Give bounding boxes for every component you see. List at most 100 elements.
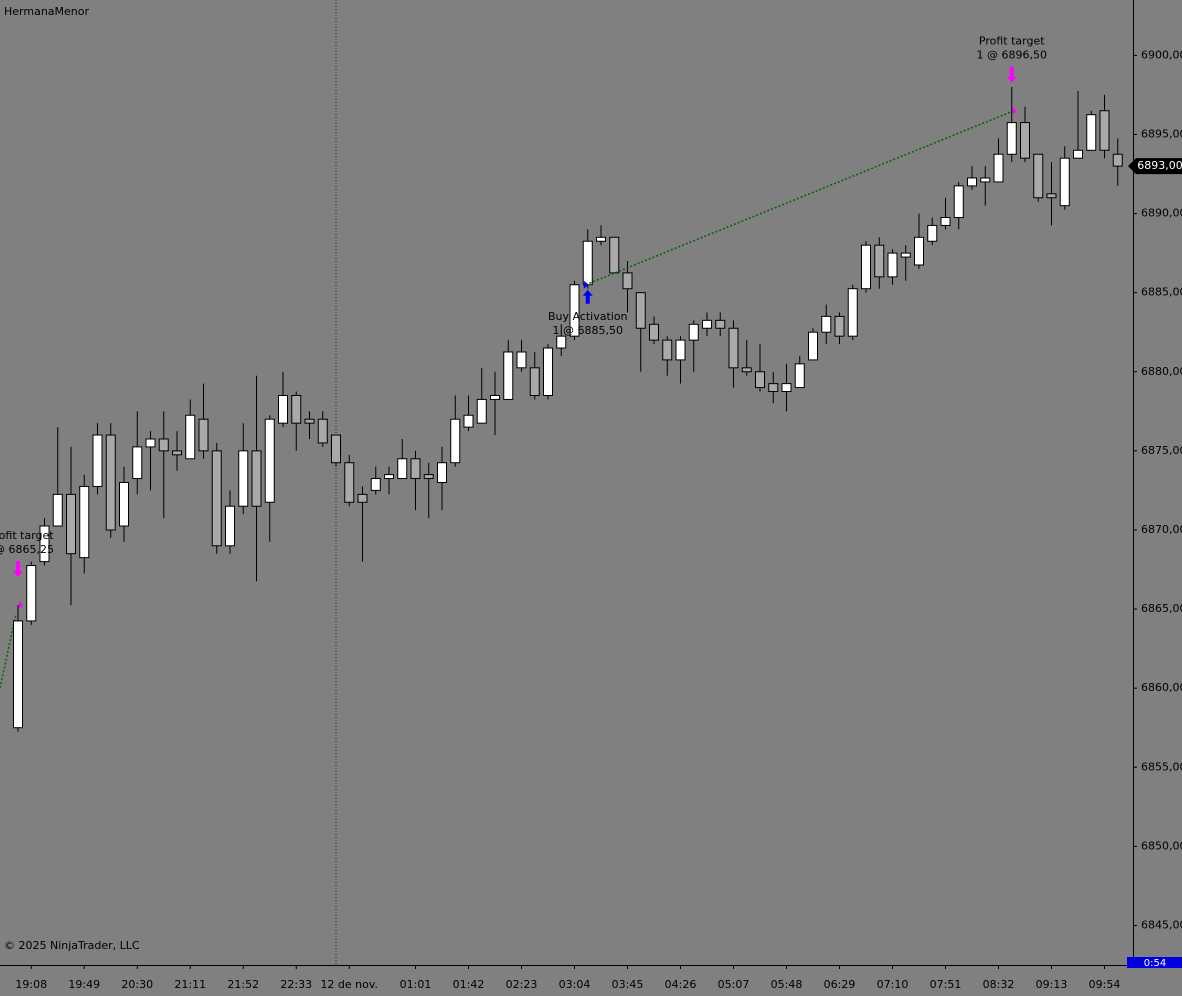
candle-body — [582, 240, 593, 286]
candle-body — [967, 177, 977, 187]
candle-body — [861, 244, 871, 290]
x-tick-label: 07:10 — [877, 978, 909, 991]
candle-body — [26, 565, 37, 622]
x-tick-label: 03:04 — [559, 978, 591, 991]
x-tick-label: 20:30 — [121, 978, 153, 991]
y-tick-label: 6855,00 — [1141, 760, 1182, 773]
candle-body — [317, 418, 328, 444]
candle-body — [980, 177, 991, 183]
execution-detail: 1 @ 6896,50 — [977, 49, 1047, 62]
candle-body — [543, 347, 553, 396]
candle-body — [278, 394, 288, 424]
x-tick-label: 06:29 — [824, 978, 856, 991]
candle-body — [225, 505, 235, 547]
candle-body — [370, 478, 381, 491]
candle-body — [304, 418, 315, 424]
candle-body — [900, 252, 911, 258]
candle-body — [79, 485, 90, 559]
x-tick-label: 05:48 — [771, 978, 803, 991]
candle-body — [132, 446, 143, 480]
candle-body — [1086, 114, 1097, 151]
candle-body — [1073, 149, 1083, 159]
execution-marker — [1012, 106, 1017, 115]
candle-body — [450, 418, 461, 464]
candle-body — [847, 288, 858, 337]
candle-body — [423, 474, 434, 480]
execution-marker — [19, 601, 23, 610]
x-tick-label: 19:08 — [15, 978, 47, 991]
candle-body — [1046, 193, 1057, 199]
x-tick-label: 21:52 — [227, 978, 259, 991]
x-tick-label: 22:33 — [280, 978, 312, 991]
trade-line-partial — [0, 613, 17, 689]
x-tick-label: 01:01 — [400, 978, 432, 991]
copyright: © 2025 NinjaTrader, LLC — [4, 939, 140, 952]
x-tick-label: 09:54 — [1089, 978, 1121, 991]
execution-detail: 1 @ 6885,50 — [553, 324, 623, 337]
candle-body — [728, 327, 739, 369]
x-tick-label: 09:13 — [1036, 978, 1068, 991]
last-price-label: 6893,00 — [1137, 159, 1182, 172]
candle-body — [688, 323, 699, 341]
timer-text: 0:54 — [1144, 958, 1166, 969]
candle-body — [437, 462, 447, 483]
candle-body — [1033, 153, 1044, 199]
y-tick-label: 6890,00 — [1141, 207, 1182, 220]
candle-body — [344, 462, 355, 503]
sell-arrow — [1006, 66, 1017, 83]
candle-body — [596, 236, 606, 242]
execution-detail: @ 6865,25 — [0, 543, 54, 556]
buy-arrow — [582, 289, 593, 304]
candle-body — [503, 351, 514, 400]
candle-body — [1020, 122, 1030, 159]
candle-body — [821, 315, 832, 333]
y-tick-label: 6875,00 — [1141, 444, 1182, 457]
execution-label: Buy Activation — [548, 310, 628, 323]
candle-body — [834, 315, 845, 337]
candle-body — [105, 434, 116, 531]
candle-body — [291, 394, 302, 424]
timer-tag: 0:54 — [1127, 957, 1182, 969]
candle-body — [556, 335, 567, 349]
candle-body — [1099, 110, 1110, 151]
candle-body — [410, 458, 421, 480]
x-tick-label: 08:32 — [983, 978, 1015, 991]
timer-box — [1127, 957, 1182, 968]
candle-body — [768, 383, 779, 393]
candle-body — [741, 367, 752, 373]
x-tick-label: 04:26 — [665, 978, 697, 991]
y-tick-label: 6860,00 — [1141, 681, 1182, 694]
candle-body — [476, 398, 487, 424]
candle-body — [662, 339, 673, 361]
x-tick-label: 02:23 — [506, 978, 538, 991]
execution-marker — [583, 280, 589, 289]
candle-body — [331, 434, 341, 464]
candle-body — [13, 620, 23, 729]
candle-body — [119, 482, 129, 527]
execution-label: Profit target — [979, 35, 1045, 48]
candle-body — [529, 367, 540, 396]
candle-body — [145, 438, 156, 448]
candle-body — [715, 319, 726, 329]
candle-body — [702, 319, 712, 329]
last-price-tag — [1128, 158, 1182, 175]
candle-body — [874, 244, 885, 278]
candle-body — [172, 450, 182, 456]
execution-label: rofit target — [0, 529, 54, 542]
candle-body — [357, 493, 368, 503]
candle-body — [569, 284, 580, 337]
candle-body — [622, 272, 633, 290]
candle-body — [198, 418, 209, 452]
candle-body — [927, 224, 938, 242]
candle-body — [675, 339, 686, 361]
candle-body — [384, 474, 394, 480]
candle-body — [755, 371, 765, 389]
candle-body — [264, 418, 275, 503]
candle-body — [185, 414, 196, 460]
sell-arrow — [13, 561, 23, 578]
y-tick-label: 6895,00 — [1141, 127, 1182, 140]
x-tick-label: 19:49 — [68, 978, 100, 991]
candle-body — [940, 217, 951, 226]
x-tick-label: 01:42 — [453, 978, 485, 991]
